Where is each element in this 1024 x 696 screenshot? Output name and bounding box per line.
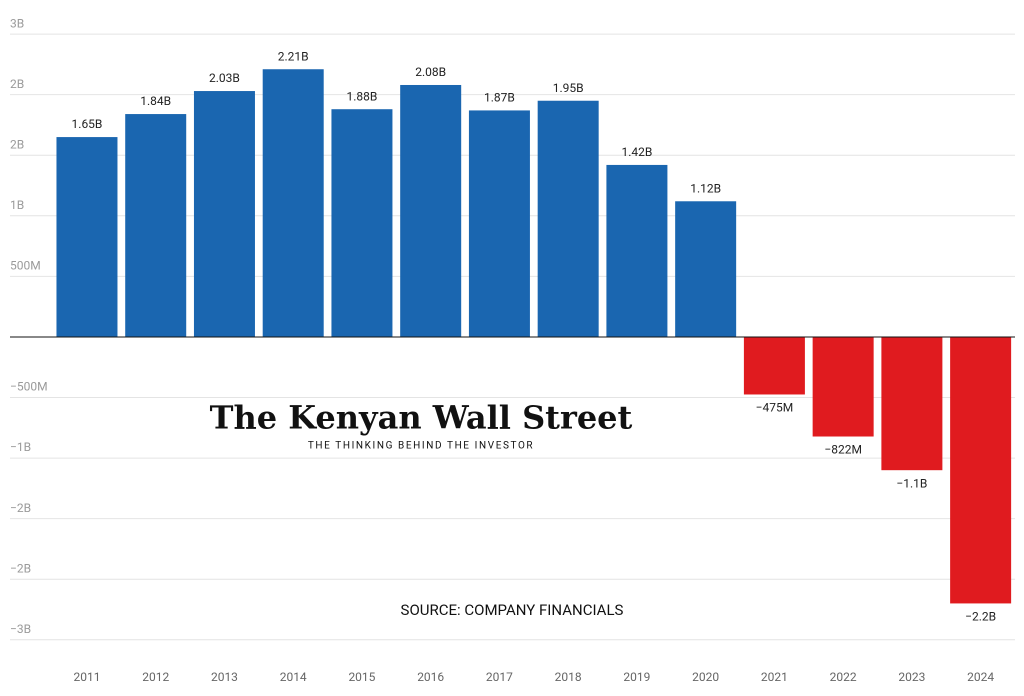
y-tick-label: −2B bbox=[10, 561, 31, 575]
x-tick-label: 2019 bbox=[623, 670, 650, 684]
data-label: −2.2B bbox=[965, 610, 996, 624]
data-label: 1.95B bbox=[553, 81, 584, 95]
data-label: 1.84B bbox=[140, 94, 171, 108]
source-note: SOURCE: COMPANY FINANCIALS bbox=[401, 601, 624, 619]
y-tick-label: −500M bbox=[10, 380, 48, 394]
data-label: −822M bbox=[824, 443, 862, 457]
x-tick-label: 2014 bbox=[280, 670, 307, 684]
x-tick-label: 2017 bbox=[486, 670, 513, 684]
data-label: 1.12B bbox=[690, 181, 721, 195]
x-tick-label: 2016 bbox=[417, 670, 444, 684]
y-tick-label: 3B bbox=[10, 16, 24, 30]
bar bbox=[881, 336, 943, 471]
bar bbox=[56, 137, 118, 337]
data-label: −475M bbox=[756, 401, 794, 415]
bar bbox=[125, 114, 187, 337]
bar bbox=[262, 69, 324, 337]
bar bbox=[468, 110, 530, 337]
y-tick-label: −3B bbox=[10, 622, 31, 636]
watermark-tagline: THE THINKING BEHIND THE INVESTOR bbox=[308, 441, 534, 452]
data-label: 1.87B bbox=[484, 91, 515, 105]
x-tick-label: 2018 bbox=[555, 670, 582, 684]
bar bbox=[193, 91, 255, 337]
x-tick-label: 2011 bbox=[73, 670, 100, 684]
x-tick-label: 2023 bbox=[898, 670, 925, 684]
x-tick-label: 2020 bbox=[692, 670, 719, 684]
data-label: 1.42B bbox=[621, 145, 652, 159]
y-tick-label: 2B bbox=[10, 137, 24, 151]
bar bbox=[537, 100, 599, 337]
x-tick-label: 2024 bbox=[967, 670, 994, 684]
bar bbox=[950, 336, 1012, 604]
y-tick-label: 2B bbox=[10, 77, 24, 91]
x-tick-label: 2021 bbox=[761, 670, 788, 684]
x-tick-label: 2012 bbox=[142, 670, 169, 684]
data-label: 1.65B bbox=[72, 117, 103, 131]
bar bbox=[812, 336, 874, 437]
bar bbox=[400, 84, 462, 337]
data-label: 2.21B bbox=[278, 49, 309, 63]
y-tick-label: −2B bbox=[10, 501, 31, 515]
bar bbox=[331, 109, 393, 337]
x-tick-label: 2015 bbox=[348, 670, 375, 684]
x-tick-label: 2022 bbox=[830, 670, 857, 684]
bar bbox=[675, 201, 737, 337]
data-label: 1.88B bbox=[347, 89, 378, 103]
y-tick-label: −1B bbox=[10, 440, 31, 454]
bar bbox=[743, 336, 805, 395]
y-tick-label: 1B bbox=[10, 198, 24, 212]
watermark: The Kenyan Wall Street bbox=[210, 399, 633, 437]
x-tick-label: 2013 bbox=[211, 670, 238, 684]
data-label: 2.03B bbox=[209, 71, 240, 85]
data-label: 2.08B bbox=[415, 65, 446, 79]
bar bbox=[606, 164, 668, 337]
y-tick-label: 500M bbox=[10, 259, 41, 273]
data-label: −1.1B bbox=[896, 476, 927, 490]
